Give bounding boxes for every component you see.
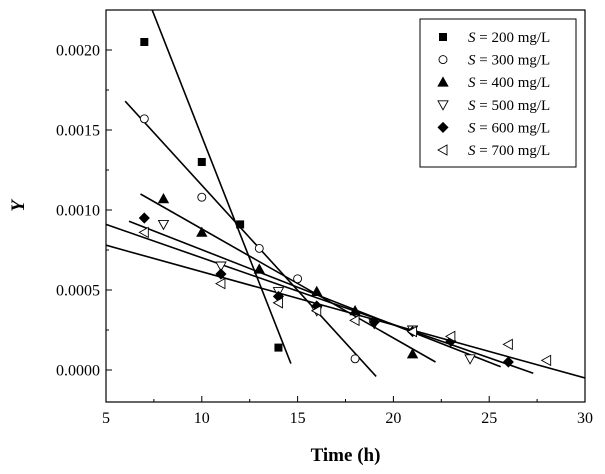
data-point-series-3 (349, 304, 361, 316)
legend-marker (437, 121, 449, 133)
data-point-series-3 (253, 263, 265, 274)
legend-label: S = 400 mg/L (468, 75, 550, 91)
data-point-series-3 (311, 285, 323, 297)
data-point-series-2 (293, 274, 303, 284)
data-point-series-1 (274, 343, 283, 352)
data-point-series-3 (196, 226, 208, 237)
x-tick-label: 25 (481, 410, 497, 427)
x-tick-label: 10 (194, 410, 210, 427)
y-tick-label: 0.0015 (56, 123, 100, 140)
data-point-series-3 (406, 348, 419, 359)
data-point-series-2 (139, 114, 149, 124)
data-point-series-6 (406, 325, 418, 338)
legend-box (419, 18, 577, 168)
y-axis-title: Y (8, 198, 29, 212)
data-point-series-4 (215, 261, 227, 272)
legend-label: S = 600 mg/L (468, 120, 550, 136)
data-point-series-4 (157, 219, 170, 231)
fit-line-series-6 (106, 244, 585, 379)
data-point-series-2 (197, 192, 207, 202)
axes: 5 10 15 20 25 30 0.0000 0.0005 0.0010 0.0015 0.002… (8, 9, 593, 466)
data-point-series-4 (464, 354, 476, 365)
data-point-series-1 (197, 157, 206, 166)
legend-marker (437, 144, 448, 156)
data-point-series-6 (502, 338, 513, 351)
data-point-series-5 (368, 316, 380, 328)
x-axis-title: Time (h) (311, 445, 381, 466)
legend-label: S = 700 mg/L (468, 143, 550, 159)
data-point-series-3 (157, 192, 170, 204)
data-point-series-6 (349, 314, 360, 327)
data-point-series-5 (215, 268, 227, 280)
x-tick-label: 20 (385, 410, 401, 427)
data-point-series-6 (272, 297, 283, 309)
x-tick-label: 5 (102, 410, 110, 427)
legend-marker (438, 55, 448, 65)
data-point-series-6 (138, 226, 149, 239)
fit-line-series-1 (151, 10, 292, 364)
fit-lines (106, 10, 585, 379)
legend: S = 200 mg/L S = 300 mg/L S = 400 mg/L S = … (419, 18, 577, 168)
data-point-series-2 (254, 243, 264, 253)
y-tick-label: 0.0010 (56, 203, 100, 220)
x-tick-label: 30 (577, 410, 593, 427)
legend-label: S = 200 mg/L (468, 30, 550, 46)
fit-line-series-2 (124, 100, 377, 377)
data-point-series-6 (215, 277, 226, 290)
data-point-series-6 (444, 330, 456, 343)
data-point-series-1 (140, 38, 149, 47)
fit-line-series-5 (106, 223, 534, 374)
data-point-series-1 (236, 220, 245, 229)
y-tick-label: 0.0020 (56, 43, 100, 60)
data-point-series-6 (540, 354, 552, 367)
data-point-series-5 (138, 212, 150, 224)
legend-marker (437, 100, 449, 111)
x-tick-label: 15 (290, 410, 306, 427)
data-point-series-5 (502, 356, 514, 368)
y-tick-label: 0.0005 (56, 283, 100, 300)
legend-label: S = 500 mg/L (468, 98, 550, 114)
fit-line-series-3 (140, 193, 436, 363)
data-point-series-2 (350, 354, 360, 364)
legend-label: S = 300 mg/L (468, 53, 550, 69)
y-tick-label: 0.0000 (56, 363, 100, 380)
legend-marker (437, 76, 449, 87)
data-point-series-6 (310, 305, 322, 317)
legend-marker (438, 33, 447, 42)
data-points (138, 38, 552, 368)
